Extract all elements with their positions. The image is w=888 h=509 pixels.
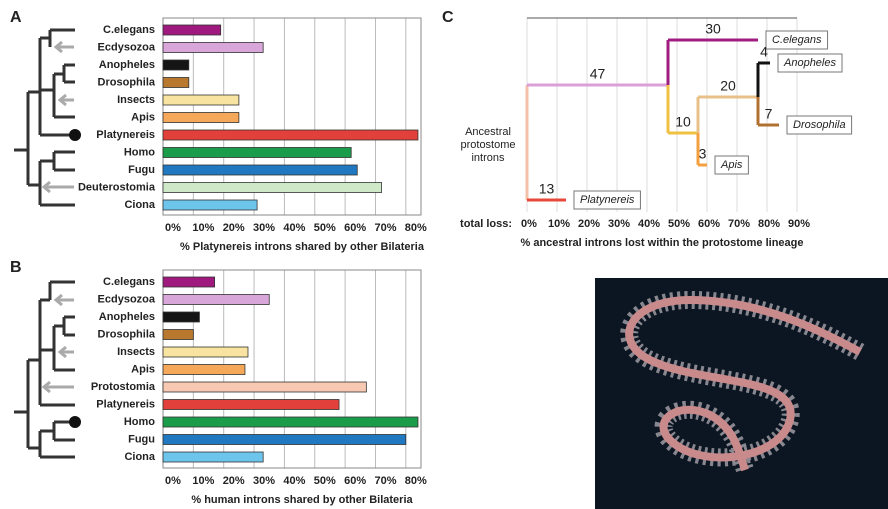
x-tick-label: 70% xyxy=(728,218,750,230)
bar xyxy=(163,417,418,427)
leaf-label: Platynereis xyxy=(580,194,635,206)
x-tick-label: 20% xyxy=(223,475,245,487)
category-label: Platynereis xyxy=(96,129,155,141)
category-label: Platynereis xyxy=(96,398,155,410)
bar xyxy=(163,382,366,392)
root-label: introns xyxy=(471,152,505,164)
x-tick-label: 30% xyxy=(253,222,275,234)
bar xyxy=(163,113,239,123)
x-tick-label: 50% xyxy=(314,475,336,487)
bar xyxy=(163,312,199,322)
bar xyxy=(163,330,193,340)
x-tick-label: 30% xyxy=(608,218,630,230)
x-tick-label: 60% xyxy=(344,475,366,487)
x-tick-label: 60% xyxy=(698,218,720,230)
category-label: Homo xyxy=(124,146,155,158)
x-tick-label: 10% xyxy=(192,222,214,234)
bar xyxy=(163,183,382,193)
category-label: Deuterostomia xyxy=(78,181,156,193)
bar xyxy=(163,365,245,375)
branch-value: 3 xyxy=(699,146,707,162)
category-label: Ciona xyxy=(124,199,155,211)
x-ticks-title: total loss: xyxy=(460,218,512,230)
branch-value: 7 xyxy=(765,106,773,122)
x-tick-label: 70% xyxy=(374,222,396,234)
x-tick-label: 10% xyxy=(548,218,570,230)
x-axis-title: % Platynereis introns shared by other Bi… xyxy=(180,241,425,253)
x-tick-label: 20% xyxy=(578,218,600,230)
bar xyxy=(163,295,269,305)
root-label: protostome xyxy=(460,139,515,151)
category-label: Ecdysozoa xyxy=(98,41,156,53)
x-axis-title: % human introns shared by other Bilateri… xyxy=(191,494,413,506)
category-label: Homo xyxy=(124,416,155,428)
branch-value: 4 xyxy=(760,44,768,60)
category-label: Apis xyxy=(131,111,155,123)
x-axis-title: % ancestral introns lost within the prot… xyxy=(521,237,804,249)
category-label: Ecdysozoa xyxy=(98,293,156,305)
bar xyxy=(163,400,339,410)
branch-value: 13 xyxy=(539,181,555,197)
bar xyxy=(163,78,189,88)
leaf-label: Apis xyxy=(720,159,743,171)
x-tick-label: 40% xyxy=(283,222,305,234)
leaf-label: Anopheles xyxy=(783,57,836,69)
leaf-label: Drosophila xyxy=(793,119,846,131)
category-label: Protostomia xyxy=(91,381,156,393)
bar xyxy=(163,277,215,287)
category-label: Apis xyxy=(131,363,155,375)
bar xyxy=(163,165,357,175)
bar xyxy=(163,60,189,70)
x-tick-label: 80% xyxy=(405,475,427,487)
category-label: Fugu xyxy=(128,433,155,445)
bar xyxy=(163,435,406,445)
x-tick-label: 50% xyxy=(314,222,336,234)
bar xyxy=(163,95,239,105)
x-tick-label: 80% xyxy=(405,222,427,234)
bar xyxy=(163,452,263,462)
x-tick-label: 80% xyxy=(758,218,780,230)
figure: A0%10%20%30%40%50%60%70%80%C.elegansEcdy… xyxy=(0,0,888,509)
x-tick-label: 0% xyxy=(521,218,537,230)
bar xyxy=(163,347,248,357)
x-tick-label: 40% xyxy=(638,218,660,230)
panel-label: B xyxy=(10,259,22,276)
tree-b xyxy=(14,282,81,457)
category-label: Ciona xyxy=(124,451,155,463)
category-label: C.elegans xyxy=(103,276,155,288)
panel-label: C xyxy=(442,9,454,26)
x-tick-label: 20% xyxy=(223,222,245,234)
branch-value: 20 xyxy=(720,78,736,94)
panel-label: A xyxy=(10,9,22,26)
bar xyxy=(163,200,257,210)
category-label: C.elegans xyxy=(103,24,155,36)
x-tick-label: 10% xyxy=(192,475,214,487)
leaf-label: C.elegans xyxy=(772,34,822,46)
category-label: Insects xyxy=(117,94,155,106)
x-tick-label: 40% xyxy=(283,475,305,487)
bar xyxy=(163,148,351,158)
x-tick-label: 60% xyxy=(344,222,366,234)
bar xyxy=(163,25,221,35)
bar xyxy=(163,130,418,140)
branch-value: 10 xyxy=(675,114,691,130)
category-label: Anopheles xyxy=(99,59,155,71)
photo xyxy=(595,278,888,509)
category-label: Fugu xyxy=(128,164,155,176)
x-tick-label: 30% xyxy=(253,475,275,487)
x-tick-label: 90% xyxy=(788,218,810,230)
branch-value: 47 xyxy=(590,66,606,82)
x-tick-label: 0% xyxy=(165,475,181,487)
bar xyxy=(163,43,263,53)
x-tick-label: 50% xyxy=(668,218,690,230)
branch-value: 30 xyxy=(705,21,721,37)
x-tick-label: 70% xyxy=(374,475,396,487)
category-label: Drosophila xyxy=(98,76,156,88)
category-label: Insects xyxy=(117,346,155,358)
category-label: Anopheles xyxy=(99,311,155,323)
x-tick-label: 0% xyxy=(165,222,181,234)
tree-a xyxy=(14,30,81,205)
root-label: Ancestral xyxy=(465,126,511,138)
category-label: Drosophila xyxy=(98,328,156,340)
